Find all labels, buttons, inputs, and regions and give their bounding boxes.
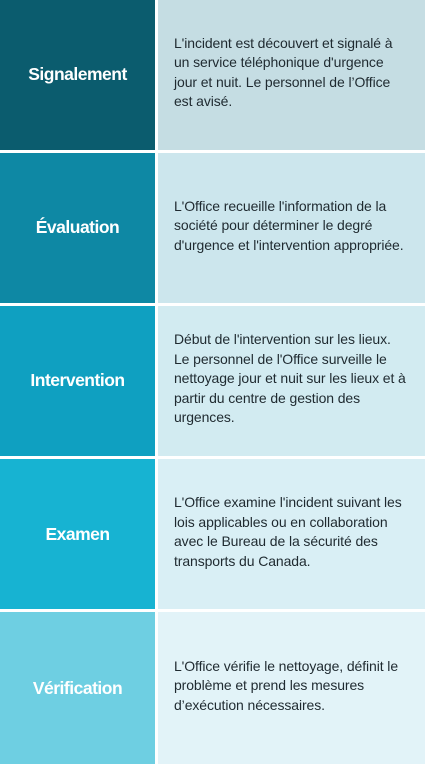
stage-label: Évaluation [0,153,155,303]
stage-label: Intervention [0,306,155,456]
stage-label: Examen [0,459,155,609]
stage-description-text: L'Office recueille l'information de la s… [174,197,404,253]
stage-description-text: L'Office vérifie le nettoyage, définit l… [174,657,399,713]
stage-description: L'Office recueille l'information de la s… [158,153,425,303]
stage-description-text: Début de l'intervention sur les lieux. L… [174,331,406,426]
stage-description: L'Office examine l'incident suivant les … [158,459,425,609]
stage-description-text: L'Office examine l'incident suivant les … [174,494,402,569]
stage-label: Vérification [0,612,155,764]
stage-title: Intervention [30,370,125,391]
stage-description: L'incident est découvert et signalé à un… [158,0,425,150]
stage-examen: Examen L'Office examine l'incident suiva… [0,459,425,609]
stage-description: L'Office vérifie le nettoyage, définit l… [158,612,425,764]
stage-signalement: Signalement L'incident est découvert et … [0,0,425,150]
stage-title: Signalement [28,64,127,85]
stage-label: Signalement [0,0,155,150]
stage-verification: Vérification L'Office vérifie le nettoya… [0,612,425,764]
stage-intervention: Intervention Début de l'intervention sur… [0,306,425,456]
stage-title: Évaluation [35,217,120,238]
stage-title: Examen [45,523,110,544]
stage-title: Vérification [32,677,123,698]
stage-description-text: L'incident est découvert et signalé à un… [174,34,393,110]
stage-description: Début de l'intervention sur les lieux. L… [158,306,425,456]
stage-evaluation: Évaluation L'Office recueille l'informat… [0,153,425,303]
